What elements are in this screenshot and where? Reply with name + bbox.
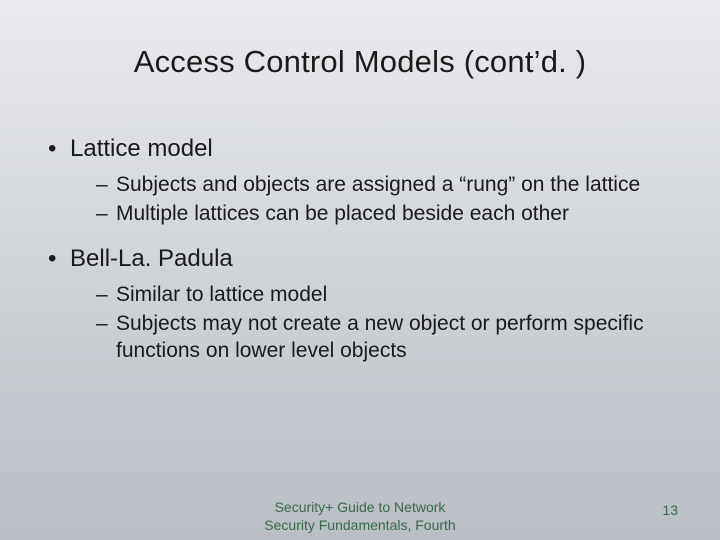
bullet-l2: Similar to lattice model [96,282,672,309]
bullet-l2: Subjects may not create a new object or … [96,311,672,365]
bullet-list: Lattice model [48,134,672,164]
bullet-l1: Lattice model [48,134,672,164]
bullet-l1-label: Lattice model [70,135,213,162]
bullet-l1: Bell-La. Padula [48,244,672,274]
bullet-sublist: Subjects and objects are assigned a “run… [48,172,672,228]
footer: Security+ Guide to Network Security Fund… [0,499,720,534]
bullet-l1-label: Bell-La. Padula [70,245,233,272]
page-number: 13 [662,502,678,518]
bullet-sublist: Similar to lattice model Subjects may no… [48,282,672,365]
bullet-l2: Multiple lattices can be placed beside e… [96,201,672,228]
slide: Access Control Models (cont’d. ) Lattice… [0,0,720,540]
bullet-l2: Subjects and objects are assigned a “run… [96,172,672,199]
slide-content: Lattice model Subjects and objects are a… [0,80,720,364]
footer-line1: Security+ Guide to Network [0,499,720,517]
footer-line2: Security Fundamentals, Fourth [0,517,720,535]
slide-title: Access Control Models (cont’d. ) [0,0,720,80]
bullet-list: Bell-La. Padula [48,244,672,274]
